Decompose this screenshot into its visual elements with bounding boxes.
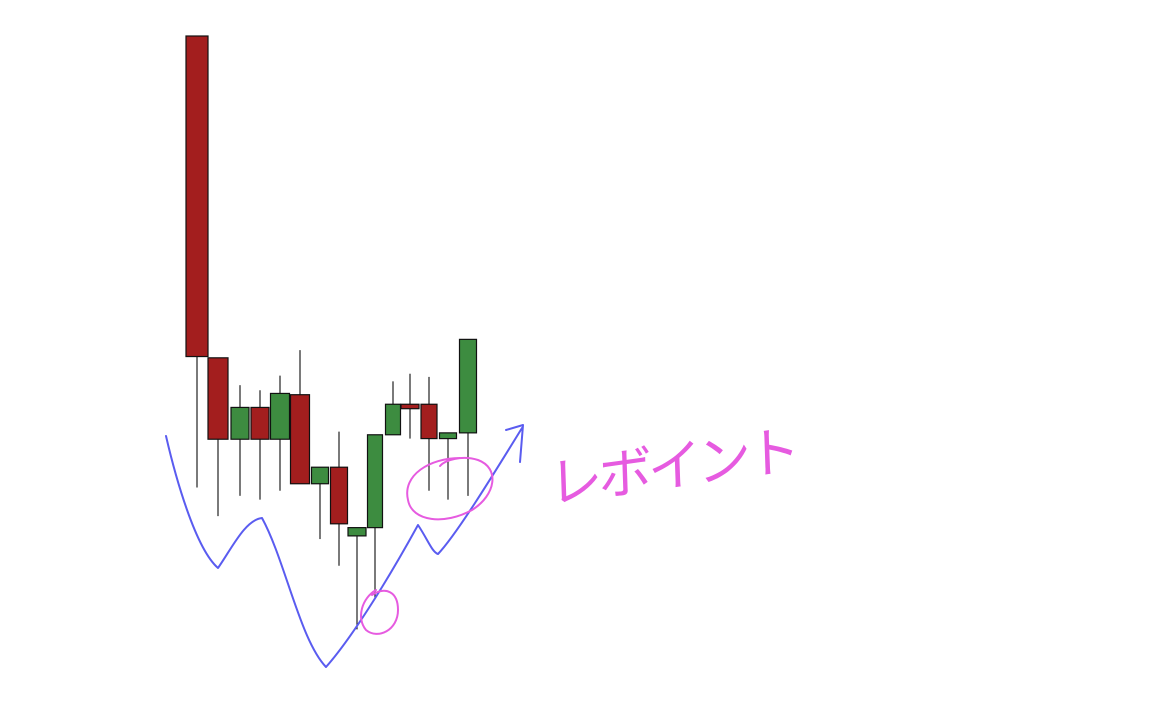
candle-10 <box>366 434 384 598</box>
candle-14 <box>438 432 458 500</box>
candle-body-bullish <box>310 466 330 485</box>
candle-1 <box>185 35 209 488</box>
candles-group <box>185 35 478 630</box>
candle-body-bearish <box>420 403 438 440</box>
marker-ellipse-right <box>406 456 494 521</box>
candle-body-bullish <box>384 403 402 436</box>
candle-body-bearish <box>400 403 420 410</box>
candle-15 <box>458 338 478 496</box>
candle-12 <box>400 373 420 439</box>
candle-body-bullish <box>458 338 478 434</box>
candle-body-bullish <box>347 527 367 537</box>
candle-6 <box>289 350 311 485</box>
candle-8 <box>329 431 349 566</box>
candle-11 <box>384 381 402 436</box>
candle-body-bearish <box>207 357 229 440</box>
candle-body-bearish <box>289 394 311 485</box>
candle-13 <box>420 376 438 491</box>
w-pattern-annotation <box>165 424 524 668</box>
candle-body-bullish <box>269 392 291 440</box>
candle-9 <box>347 527 367 630</box>
candle-4 <box>250 390 270 500</box>
candle-body-bearish <box>185 35 209 358</box>
arrow-head <box>505 424 524 463</box>
candle-body-bearish <box>329 466 349 525</box>
candle-5 <box>269 375 291 491</box>
w-pattern-line <box>165 427 523 668</box>
marker-annotations <box>360 456 494 635</box>
marker-ellipse-low <box>360 589 400 635</box>
candle-body-bullish <box>230 406 250 440</box>
candle-2 <box>207 357 229 517</box>
candle-body-bearish <box>250 406 270 440</box>
candle-body-bullish <box>366 434 384 529</box>
candle-body-bullish <box>438 432 458 440</box>
candle-7 <box>310 466 330 540</box>
candle-3 <box>230 385 250 496</box>
